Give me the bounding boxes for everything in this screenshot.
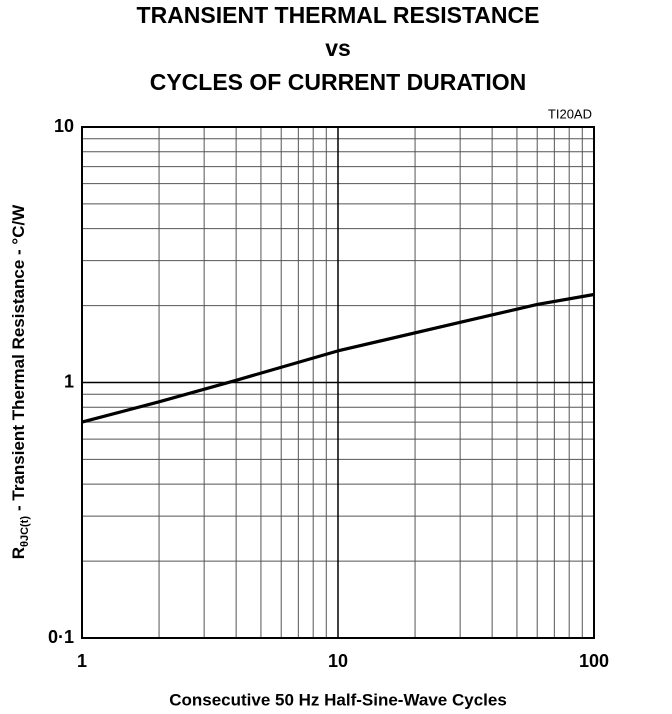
y-label-main: R (9, 547, 28, 559)
y-tick-label: 0·1 (48, 627, 74, 647)
y-tick-label: 10 (54, 116, 74, 136)
y-axis-label: RθJC(t) - Transient Thermal Resistance - … (9, 204, 30, 560)
x-axis-label: Consecutive 50 Hz Half-Sine-Wave Cycles (169, 690, 507, 709)
chart-title: CYCLES OF CURRENT DURATION (150, 69, 527, 95)
chart-title: TRANSIENT THERMAL RESISTANCE (137, 2, 540, 28)
x-tick-label: 1 (77, 651, 87, 671)
y-tick-label: 1 (64, 371, 74, 391)
annotation: TI20AD (548, 106, 592, 121)
y-label-rest: - Transient Thermal Resistance - °C/W (9, 204, 28, 511)
data-line (81, 292, 595, 424)
y-label-sub: θJC(t) (19, 516, 31, 547)
plot-frame (81, 126, 595, 639)
chart-title: vs (325, 35, 351, 61)
x-tick-label: 10 (328, 651, 348, 671)
x-tick-label: 100 (579, 651, 609, 671)
